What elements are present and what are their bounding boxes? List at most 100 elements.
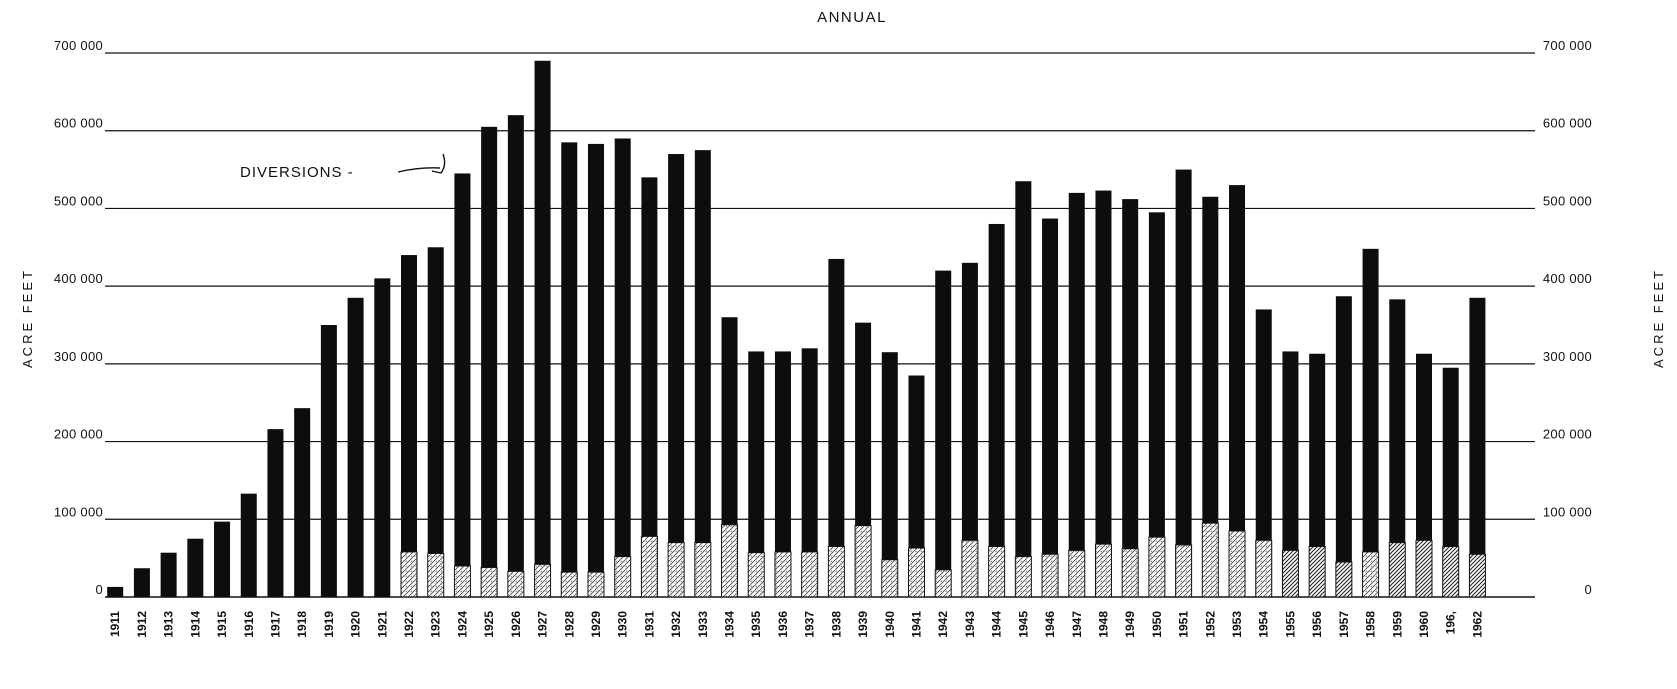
x-tick-label: 1941	[910, 611, 924, 638]
bar-segment-hatched	[1442, 545, 1460, 598]
bar-segment-stippled	[640, 535, 658, 598]
bar-segment-stippled	[747, 552, 765, 598]
bar-segment-dark	[881, 352, 898, 597]
x-tick-label: 1928	[562, 611, 576, 638]
x-tick-label: 1936	[776, 611, 790, 638]
bar-segment-stippled	[453, 565, 471, 598]
bar-segment-stippled	[1148, 536, 1166, 598]
x-tick-label: 1945	[1016, 611, 1030, 638]
bar-segment-stippled	[587, 571, 605, 598]
x-tick-label: 1913	[162, 611, 176, 638]
x-tick-label: 1939	[856, 611, 870, 638]
x-tick-label: 1911	[108, 611, 122, 637]
bar-segment-dark	[1015, 181, 1032, 597]
bar-segment-hatched	[1281, 549, 1299, 598]
bar-segment-stippled	[1121, 548, 1139, 598]
x-tick-label: 1940	[883, 611, 897, 638]
bar-segment-stippled	[507, 570, 525, 598]
bar-segment-dark	[614, 138, 631, 597]
y-tick-label-left: 700 000	[54, 38, 103, 53]
bar-segment-dark	[801, 348, 818, 597]
x-tick-label: 1916	[242, 611, 256, 638]
bar-segment-dark	[107, 586, 124, 597]
bar-segment-dark	[774, 351, 791, 597]
bar-segment-dark	[1389, 299, 1406, 597]
bar-segment-stippled	[667, 542, 685, 598]
bar-segment-stippled	[1362, 551, 1380, 598]
bar-segment-hatched	[1415, 539, 1433, 598]
diversions-annotation-arrow	[397, 153, 446, 174]
y-axis-title-right: ACRE FEET	[1651, 268, 1666, 368]
x-tick-label: 1934	[723, 611, 737, 638]
bar-segment-dark	[694, 150, 711, 597]
x-tick-label: 1948	[1096, 611, 1110, 638]
bar-segment-dark	[561, 142, 578, 597]
x-tick-label: 1932	[669, 611, 683, 638]
bar-segment-dark	[1175, 169, 1192, 598]
x-tick-label: 1918	[295, 611, 309, 638]
x-tick-label: 1957	[1337, 611, 1351, 638]
bar-segment-dark	[641, 177, 658, 598]
bar-segment-dark	[1095, 190, 1112, 597]
bar-segment-dark	[908, 375, 925, 597]
x-tick-label: 1924	[455, 611, 469, 638]
bar-segment-stippled	[1175, 544, 1193, 598]
bar-segment-dark	[427, 247, 444, 598]
bar-segment-stippled	[1014, 556, 1032, 598]
bar-segment-stippled	[614, 556, 632, 598]
bar-segment-dark	[988, 223, 1005, 597]
bar-segment-stippled	[881, 559, 899, 598]
x-tick-label: 196,	[1444, 611, 1458, 634]
y-tick-label-right: 0	[1584, 582, 1592, 597]
bar-segment-dark	[935, 270, 952, 597]
x-tick-label: 1962	[1470, 611, 1484, 638]
bar-segment-dark	[347, 297, 364, 597]
x-tick-label: 1927	[536, 611, 550, 638]
x-tick-label: 1919	[322, 611, 336, 638]
bar-segment-dark	[1309, 353, 1326, 597]
bar-segment-hatched	[1308, 545, 1326, 598]
bar-segment-stippled	[908, 547, 925, 598]
x-tick-label: 1949	[1123, 611, 1137, 638]
x-tick-label: 1935	[749, 611, 763, 638]
bar-segment-stippled	[1255, 539, 1273, 598]
x-tick-label: 1955	[1283, 611, 1297, 638]
bar-segment-dark	[1282, 351, 1299, 597]
x-tick-label: 1917	[268, 611, 282, 638]
x-tick-label: 1943	[963, 611, 977, 638]
bar-segment-dark	[587, 143, 604, 597]
bar-segment-stippled	[427, 552, 445, 598]
x-tick-label: 1937	[803, 611, 817, 638]
y-tick-label-right: 400 000	[1543, 271, 1592, 286]
bar-segment-dark	[1415, 353, 1432, 597]
y-tick-label-right: 100 000	[1543, 504, 1592, 519]
bar-segment-dark	[1469, 297, 1486, 597]
y-axis-left: 0 100 000 200 000 300 000 400 000 500 000 600 …	[54, 38, 103, 597]
diversions-annotation: DIVERSIONS -	[240, 164, 354, 181]
x-tick-label: 1944	[990, 611, 1004, 638]
y-tick-label-left: 0	[95, 582, 103, 597]
bar-segment-dark	[454, 173, 471, 597]
x-tick-label: 1912	[135, 611, 149, 638]
bar-segment-stippled	[774, 551, 792, 598]
bar-segment-hatched	[1468, 553, 1486, 598]
x-tick-label: 1929	[589, 611, 603, 638]
bar-segment-dark	[507, 115, 524, 598]
y-tick-label-left: 500 000	[54, 193, 103, 208]
bar-segment-dark	[214, 521, 231, 597]
x-tick-label: 1951	[1177, 611, 1191, 638]
x-tick-label: 1938	[829, 611, 843, 638]
bar-segment-dark	[961, 262, 978, 597]
y-tick-label-right: 600 000	[1543, 116, 1592, 131]
x-tick-label: 1931	[642, 611, 656, 638]
bar-segment-dark	[240, 493, 257, 597]
x-tick-label: 1921	[375, 611, 389, 638]
x-tick-label: 1922	[402, 611, 416, 638]
bar-segment-hatched	[1388, 542, 1406, 598]
y-tick-label-right: 500 000	[1543, 193, 1592, 208]
bar-segment-dark	[828, 258, 845, 597]
y-axis-title-left: ACRE FEET	[20, 268, 35, 368]
bar-segment-stippled	[854, 525, 872, 598]
x-tick-label: 1946	[1043, 611, 1057, 638]
